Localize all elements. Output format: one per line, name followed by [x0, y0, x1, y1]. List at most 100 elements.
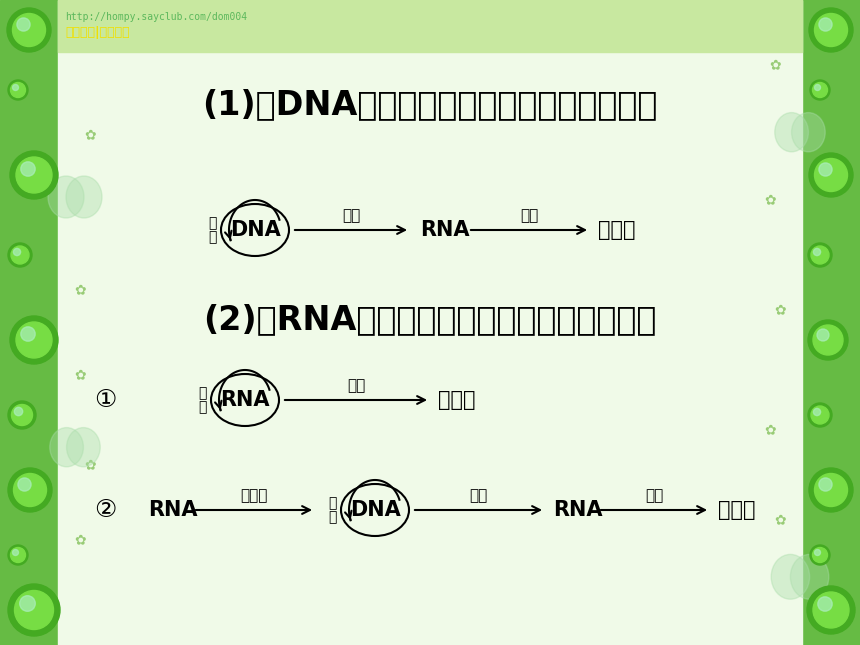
Text: 复: 复 — [208, 216, 216, 230]
Circle shape — [811, 246, 829, 264]
Text: ①: ① — [94, 388, 116, 412]
Circle shape — [14, 473, 46, 506]
Circle shape — [8, 468, 52, 512]
Text: 세이클럽|아름다운: 세이클럽|아름다운 — [65, 26, 130, 39]
Circle shape — [813, 592, 849, 628]
Text: ✿: ✿ — [774, 303, 786, 317]
Circle shape — [16, 157, 52, 193]
Circle shape — [807, 586, 855, 634]
Text: 制: 制 — [328, 510, 336, 524]
Ellipse shape — [66, 428, 101, 467]
Ellipse shape — [48, 176, 84, 218]
Circle shape — [814, 473, 847, 506]
Circle shape — [10, 548, 26, 562]
Circle shape — [18, 478, 31, 491]
Circle shape — [809, 153, 853, 197]
Text: RNA: RNA — [148, 500, 198, 520]
Circle shape — [809, 8, 853, 52]
Ellipse shape — [790, 555, 829, 599]
Text: 逆转录: 逆转录 — [240, 488, 267, 504]
Circle shape — [814, 550, 820, 555]
Text: ②: ② — [94, 498, 116, 522]
Text: ✿: ✿ — [765, 423, 776, 437]
Circle shape — [20, 596, 35, 611]
Text: 复: 复 — [198, 386, 206, 400]
Text: ✿: ✿ — [774, 513, 786, 527]
Text: 蛋白质: 蛋白质 — [718, 500, 755, 520]
Circle shape — [808, 243, 832, 267]
Circle shape — [819, 18, 832, 31]
Bar — [802, 0, 860, 645]
Circle shape — [10, 151, 58, 199]
Circle shape — [809, 468, 853, 512]
Circle shape — [813, 548, 827, 562]
Text: 蛋白质: 蛋白质 — [438, 390, 476, 410]
Ellipse shape — [791, 113, 826, 152]
Circle shape — [808, 320, 848, 360]
Circle shape — [811, 406, 829, 424]
Text: ✿: ✿ — [74, 368, 86, 382]
Circle shape — [8, 80, 28, 100]
Circle shape — [8, 545, 28, 565]
Text: ✿: ✿ — [765, 193, 776, 207]
Circle shape — [16, 322, 52, 358]
Text: (1)以DNA为遗传物质的生物遗传信息的传递: (1)以DNA为遗传物质的生物遗传信息的传递 — [202, 88, 658, 121]
Bar — [58, 0, 802, 645]
Circle shape — [814, 408, 820, 415]
Text: RNA: RNA — [553, 500, 603, 520]
Circle shape — [11, 404, 33, 426]
Circle shape — [808, 403, 832, 427]
Circle shape — [13, 14, 46, 46]
Bar — [0, 0, 58, 645]
Circle shape — [11, 246, 29, 264]
Text: (2)以RNA为遗传物质的生物遗传信息的传递: (2)以RNA为遗传物质的生物遗传信息的传递 — [203, 304, 657, 337]
Circle shape — [8, 401, 36, 429]
Text: ✿: ✿ — [74, 283, 86, 297]
Text: RNA: RNA — [420, 220, 470, 240]
Text: 蛋白质: 蛋白质 — [598, 220, 636, 240]
Bar — [58, 0, 802, 52]
Circle shape — [819, 478, 832, 491]
Circle shape — [818, 597, 832, 611]
Text: 翻译: 翻译 — [645, 488, 663, 504]
Circle shape — [15, 591, 53, 630]
Circle shape — [814, 248, 820, 255]
Text: ✿: ✿ — [769, 58, 781, 72]
Text: 复: 复 — [328, 496, 336, 510]
Text: http://hompy.sayclub.com/dom004: http://hompy.sayclub.com/dom004 — [65, 12, 247, 22]
Ellipse shape — [66, 176, 102, 218]
Text: 转录: 转录 — [342, 208, 360, 224]
Circle shape — [7, 8, 51, 52]
Circle shape — [819, 163, 832, 176]
Circle shape — [14, 248, 21, 255]
Text: ✿: ✿ — [84, 128, 95, 142]
Circle shape — [10, 83, 26, 97]
Ellipse shape — [775, 113, 808, 152]
Circle shape — [21, 327, 35, 341]
Text: 转录: 转录 — [469, 488, 487, 504]
Circle shape — [13, 550, 19, 555]
Text: DNA: DNA — [350, 500, 401, 520]
Circle shape — [13, 84, 19, 90]
Circle shape — [8, 243, 32, 267]
Text: DNA: DNA — [230, 220, 280, 240]
Circle shape — [814, 14, 847, 46]
Circle shape — [817, 329, 829, 341]
Text: 翻译: 翻译 — [520, 208, 538, 224]
Circle shape — [17, 18, 30, 31]
Circle shape — [814, 84, 820, 90]
Ellipse shape — [771, 555, 809, 599]
Circle shape — [814, 159, 847, 192]
Text: ✿: ✿ — [74, 533, 86, 547]
Text: 制: 制 — [208, 230, 216, 244]
Text: 制: 制 — [198, 400, 206, 414]
Text: RNA: RNA — [220, 390, 270, 410]
Circle shape — [813, 325, 843, 355]
Circle shape — [810, 80, 830, 100]
Text: ✿: ✿ — [84, 458, 95, 472]
Text: 翻译: 翻译 — [347, 379, 366, 393]
Circle shape — [21, 162, 35, 176]
Circle shape — [810, 545, 830, 565]
Circle shape — [813, 83, 827, 97]
Circle shape — [15, 407, 22, 415]
